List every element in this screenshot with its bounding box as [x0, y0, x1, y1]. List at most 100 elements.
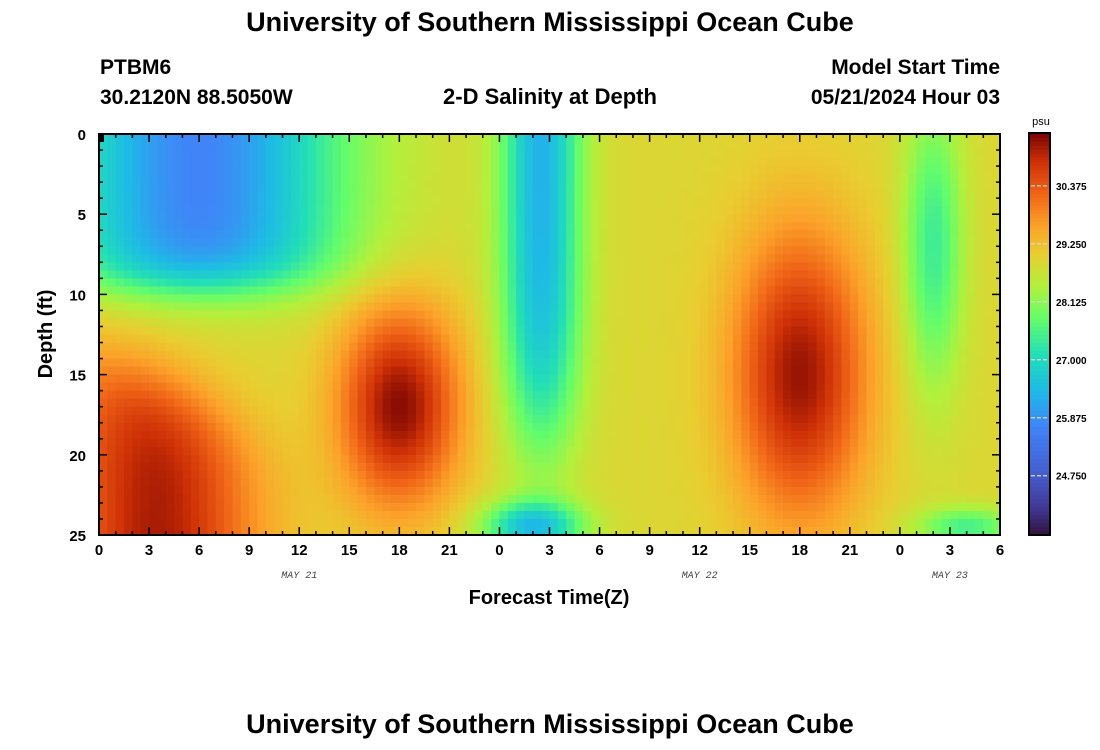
- heatmap-cell: [449, 158, 459, 167]
- heatmap-cell: [557, 438, 567, 448]
- heatmap-cell: [766, 422, 776, 432]
- heatmap-cell: [524, 166, 534, 175]
- heatmap-cell: [691, 270, 701, 279]
- heatmap-cell: [874, 494, 884, 504]
- heatmap-cell: [624, 326, 634, 336]
- heatmap-cell: [724, 422, 734, 432]
- heatmap-cell: [457, 342, 467, 352]
- heatmap-cell: [632, 198, 642, 207]
- heatmap-cell: [240, 182, 250, 191]
- heatmap-cell: [799, 342, 809, 352]
- heatmap-cell: [265, 414, 275, 424]
- heatmap-cell: [257, 510, 267, 520]
- heatmap-cell: [499, 406, 509, 416]
- heatmap-cell: [883, 174, 893, 183]
- heatmap-cell: [315, 342, 325, 352]
- heatmap-cell: [349, 246, 359, 255]
- heatmap-cell: [899, 190, 909, 199]
- heatmap-cell: [182, 494, 192, 504]
- heatmap-cell: [474, 374, 484, 384]
- heatmap-cell: [899, 230, 909, 239]
- heatmap-cell: [691, 462, 701, 472]
- heatmap-cell: [299, 326, 309, 336]
- heatmap-cell: [541, 142, 551, 151]
- heatmap-cell: [674, 342, 684, 352]
- heatmap-cell: [716, 270, 726, 279]
- heatmap-cell: [524, 150, 534, 159]
- heatmap-cell: [741, 358, 751, 368]
- heatmap-cell: [124, 494, 133, 504]
- heatmap-cell: [833, 494, 843, 504]
- heatmap-cell: [232, 254, 242, 263]
- heatmap-cell: [499, 246, 509, 255]
- heatmap-cell: [290, 278, 300, 287]
- heatmap-cell: [874, 254, 884, 263]
- heatmap-cell: [699, 246, 709, 255]
- heatmap-cell: [524, 246, 534, 255]
- heatmap-cell: [849, 310, 859, 320]
- heatmap-cell: [699, 462, 709, 472]
- heatmap-cell: [432, 454, 442, 464]
- heatmap-cell: [190, 310, 200, 320]
- heatmap-cell: [140, 262, 150, 271]
- heatmap-cell: [307, 366, 317, 376]
- heatmap-cell: [99, 374, 108, 384]
- heatmap-cell: [649, 238, 659, 247]
- heatmap-cell: [240, 462, 250, 472]
- heatmap-cell: [157, 326, 167, 336]
- heatmap-cell: [783, 478, 793, 488]
- heatmap-cell: [199, 206, 209, 215]
- heatmap-cell: [215, 270, 225, 279]
- heatmap-cell: [557, 446, 567, 456]
- heatmap-cell: [140, 462, 150, 472]
- heatmap-cell: [99, 158, 108, 167]
- heatmap-cell: [574, 174, 584, 183]
- heatmap-cell: [324, 382, 334, 392]
- heatmap-cell: [99, 222, 108, 231]
- heatmap-cell: [315, 238, 325, 247]
- heatmap-cell: [741, 478, 751, 488]
- heatmap-cell: [466, 286, 476, 295]
- heatmap-cell: [874, 470, 884, 480]
- heatmap-cell: [499, 462, 509, 472]
- heatmap-cell: [632, 222, 642, 231]
- heatmap-cell: [741, 366, 751, 376]
- heatmap-cell: [891, 198, 901, 207]
- heatmap-cell: [532, 350, 542, 360]
- heatmap-cell: [574, 166, 584, 175]
- heatmap-cell: [691, 190, 701, 199]
- heatmap-cell: [107, 406, 117, 416]
- heatmap-cell: [816, 438, 826, 448]
- heatmap-cell: [441, 414, 450, 424]
- heatmap-cell: [624, 462, 634, 472]
- heatmap-cell: [666, 422, 676, 432]
- heatmap-cell: [724, 414, 734, 424]
- heatmap-cell: [657, 502, 667, 512]
- heatmap-cell: [599, 214, 609, 223]
- heatmap-cell: [833, 406, 843, 416]
- heatmap-cell: [416, 286, 425, 295]
- heatmap-cell: [791, 382, 801, 392]
- heatmap-cell: [207, 414, 217, 424]
- heatmap-cell: [357, 190, 367, 199]
- heatmap-cell: [207, 198, 217, 207]
- heatmap-cell: [149, 382, 158, 392]
- heatmap-cell: [541, 390, 551, 400]
- heatmap-cell: [549, 222, 559, 231]
- heatmap-cell: [774, 422, 784, 432]
- heatmap-cell: [424, 462, 434, 472]
- heatmap-cell: [649, 246, 659, 255]
- heatmap-cell: [632, 158, 642, 167]
- heatmap-cell: [315, 230, 325, 239]
- heatmap-cell: [390, 358, 400, 368]
- heatmap-cell: [791, 206, 801, 215]
- heatmap-cell: [524, 214, 534, 223]
- heatmap-cell: [274, 190, 284, 199]
- heatmap-cell: [758, 358, 767, 368]
- heatmap-cell: [315, 478, 325, 488]
- heatmap-cell: [749, 206, 759, 215]
- heatmap-cell: [307, 438, 317, 448]
- heatmap-cell: [107, 214, 117, 223]
- heatmap-cell: [566, 342, 576, 352]
- heatmap-cell: [766, 350, 776, 360]
